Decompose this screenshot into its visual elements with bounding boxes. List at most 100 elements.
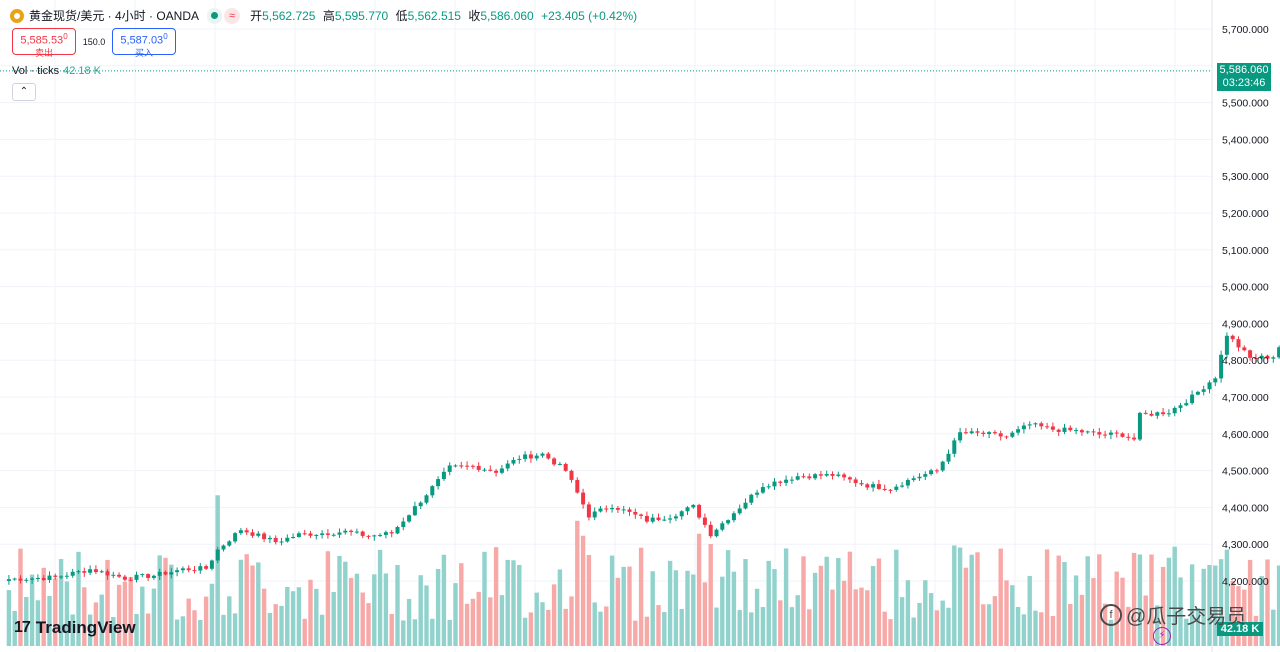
volume-bar [122, 581, 128, 646]
candle-body [337, 532, 342, 535]
y-tick-label: 4,900.000 [1222, 318, 1269, 330]
volume-bar [105, 559, 110, 646]
candle-body [163, 571, 168, 575]
candle-body [975, 431, 980, 433]
volume-bar [1195, 608, 1201, 646]
candle-body [836, 474, 841, 476]
volume-bar [343, 561, 348, 646]
candle-body [534, 455, 539, 459]
volume-bar [911, 617, 916, 646]
symbol-title[interactable]: 黄金现货/美元 · 4小时 · OANDA [29, 9, 200, 23]
candle-body [528, 454, 533, 459]
candle-body [285, 537, 290, 542]
volume-bar [691, 574, 696, 646]
candle-body [134, 574, 139, 580]
data-delay-badge[interactable]: ≈ [224, 7, 241, 24]
volume-bar [899, 597, 905, 646]
candle-body [511, 459, 516, 464]
volume-bar [215, 495, 220, 646]
volume-bar [140, 586, 145, 646]
volume-bar [337, 555, 342, 646]
volume-bar [232, 613, 238, 646]
volume-label: Vol · ticks [12, 65, 60, 77]
volume-bar [1004, 580, 1009, 646]
volume-bar [1149, 554, 1154, 646]
volume-bar [383, 573, 389, 646]
candle-body [772, 481, 777, 487]
candle-body [314, 534, 319, 536]
volume-bar [1044, 549, 1050, 646]
candle-body [998, 433, 1003, 437]
sell-button[interactable]: 5,585.530 卖出 [12, 28, 76, 58]
price-axis[interactable]: 4,200.000 4,300.000 4,400.000 4,500.000 4,60… [1222, 24, 1269, 588]
volume-bar [969, 554, 974, 646]
volume-bar [35, 600, 41, 646]
candle-body [186, 568, 191, 571]
y-tick-label: 4,600.000 [1222, 429, 1269, 441]
volume-bar [29, 574, 35, 646]
spread-value: 150.0 [82, 36, 106, 47]
candle-body [227, 541, 232, 546]
candle-body [343, 530, 348, 533]
volume-bar [453, 583, 458, 646]
volume-bar [482, 551, 487, 646]
collapse-legend-icon[interactable]: ⌃ [12, 83, 36, 101]
volume-bar [633, 620, 638, 646]
candle-body [586, 504, 591, 518]
buy-price: 5,587.03 [120, 34, 164, 47]
candle-body [128, 579, 133, 581]
candle-body [598, 508, 603, 512]
volume-bar [41, 567, 46, 646]
volume-bar [261, 588, 267, 646]
candle-body [737, 508, 742, 514]
candle-body [621, 509, 626, 511]
candle-body [847, 477, 852, 480]
candle-body [325, 533, 330, 535]
volume-bar [186, 598, 191, 646]
tradingview-logo[interactable]: 17 TradingView [14, 618, 136, 638]
volume-bar [406, 598, 412, 646]
volume-bar [598, 611, 603, 646]
candle-body [209, 560, 214, 569]
market-open-status-icon[interactable] [207, 7, 223, 24]
candle-body [824, 473, 829, 476]
y-tick-label: 4,200.000 [1222, 576, 1269, 588]
candle-body [813, 474, 818, 479]
volume-bar [1097, 554, 1102, 646]
candlesticks [6, 332, 1280, 585]
candle-body [714, 529, 719, 537]
volume-bar [563, 608, 568, 646]
lightning-icon[interactable]: ⚡ [1153, 627, 1171, 645]
candle-body [35, 577, 40, 579]
candle-body [1172, 407, 1177, 414]
volume-bar [1259, 576, 1264, 646]
volume-bar [290, 591, 296, 646]
buy-button[interactable]: 5,587.030 买入 [112, 28, 176, 58]
candle-body [726, 520, 731, 524]
volume-legend[interactable]: Vol · ticks 42.18 K [12, 65, 101, 77]
volume-bar [163, 557, 168, 646]
volume-bar [1027, 575, 1032, 646]
y-tick-label: 5,000.000 [1222, 282, 1269, 294]
candle-body [1039, 423, 1044, 427]
candle-body [140, 574, 145, 576]
candle-body [697, 504, 702, 518]
volume-bar [505, 559, 510, 646]
volume-bar [331, 592, 336, 646]
candle-body [1062, 427, 1067, 432]
candle-body [105, 571, 110, 576]
candle-body [789, 479, 794, 481]
volume-bar [116, 584, 122, 646]
candle-body [760, 487, 765, 493]
candle-body [476, 465, 481, 470]
volume-bar [702, 582, 708, 646]
candle-body [888, 489, 893, 491]
volume-bar [1143, 595, 1148, 646]
volume-bar [111, 617, 116, 646]
volume-bar [824, 556, 829, 646]
y-tick-label: 5,300.000 [1222, 171, 1269, 183]
volume-bar [285, 586, 290, 646]
volume-bar [992, 596, 998, 646]
volume-bar [865, 590, 870, 646]
